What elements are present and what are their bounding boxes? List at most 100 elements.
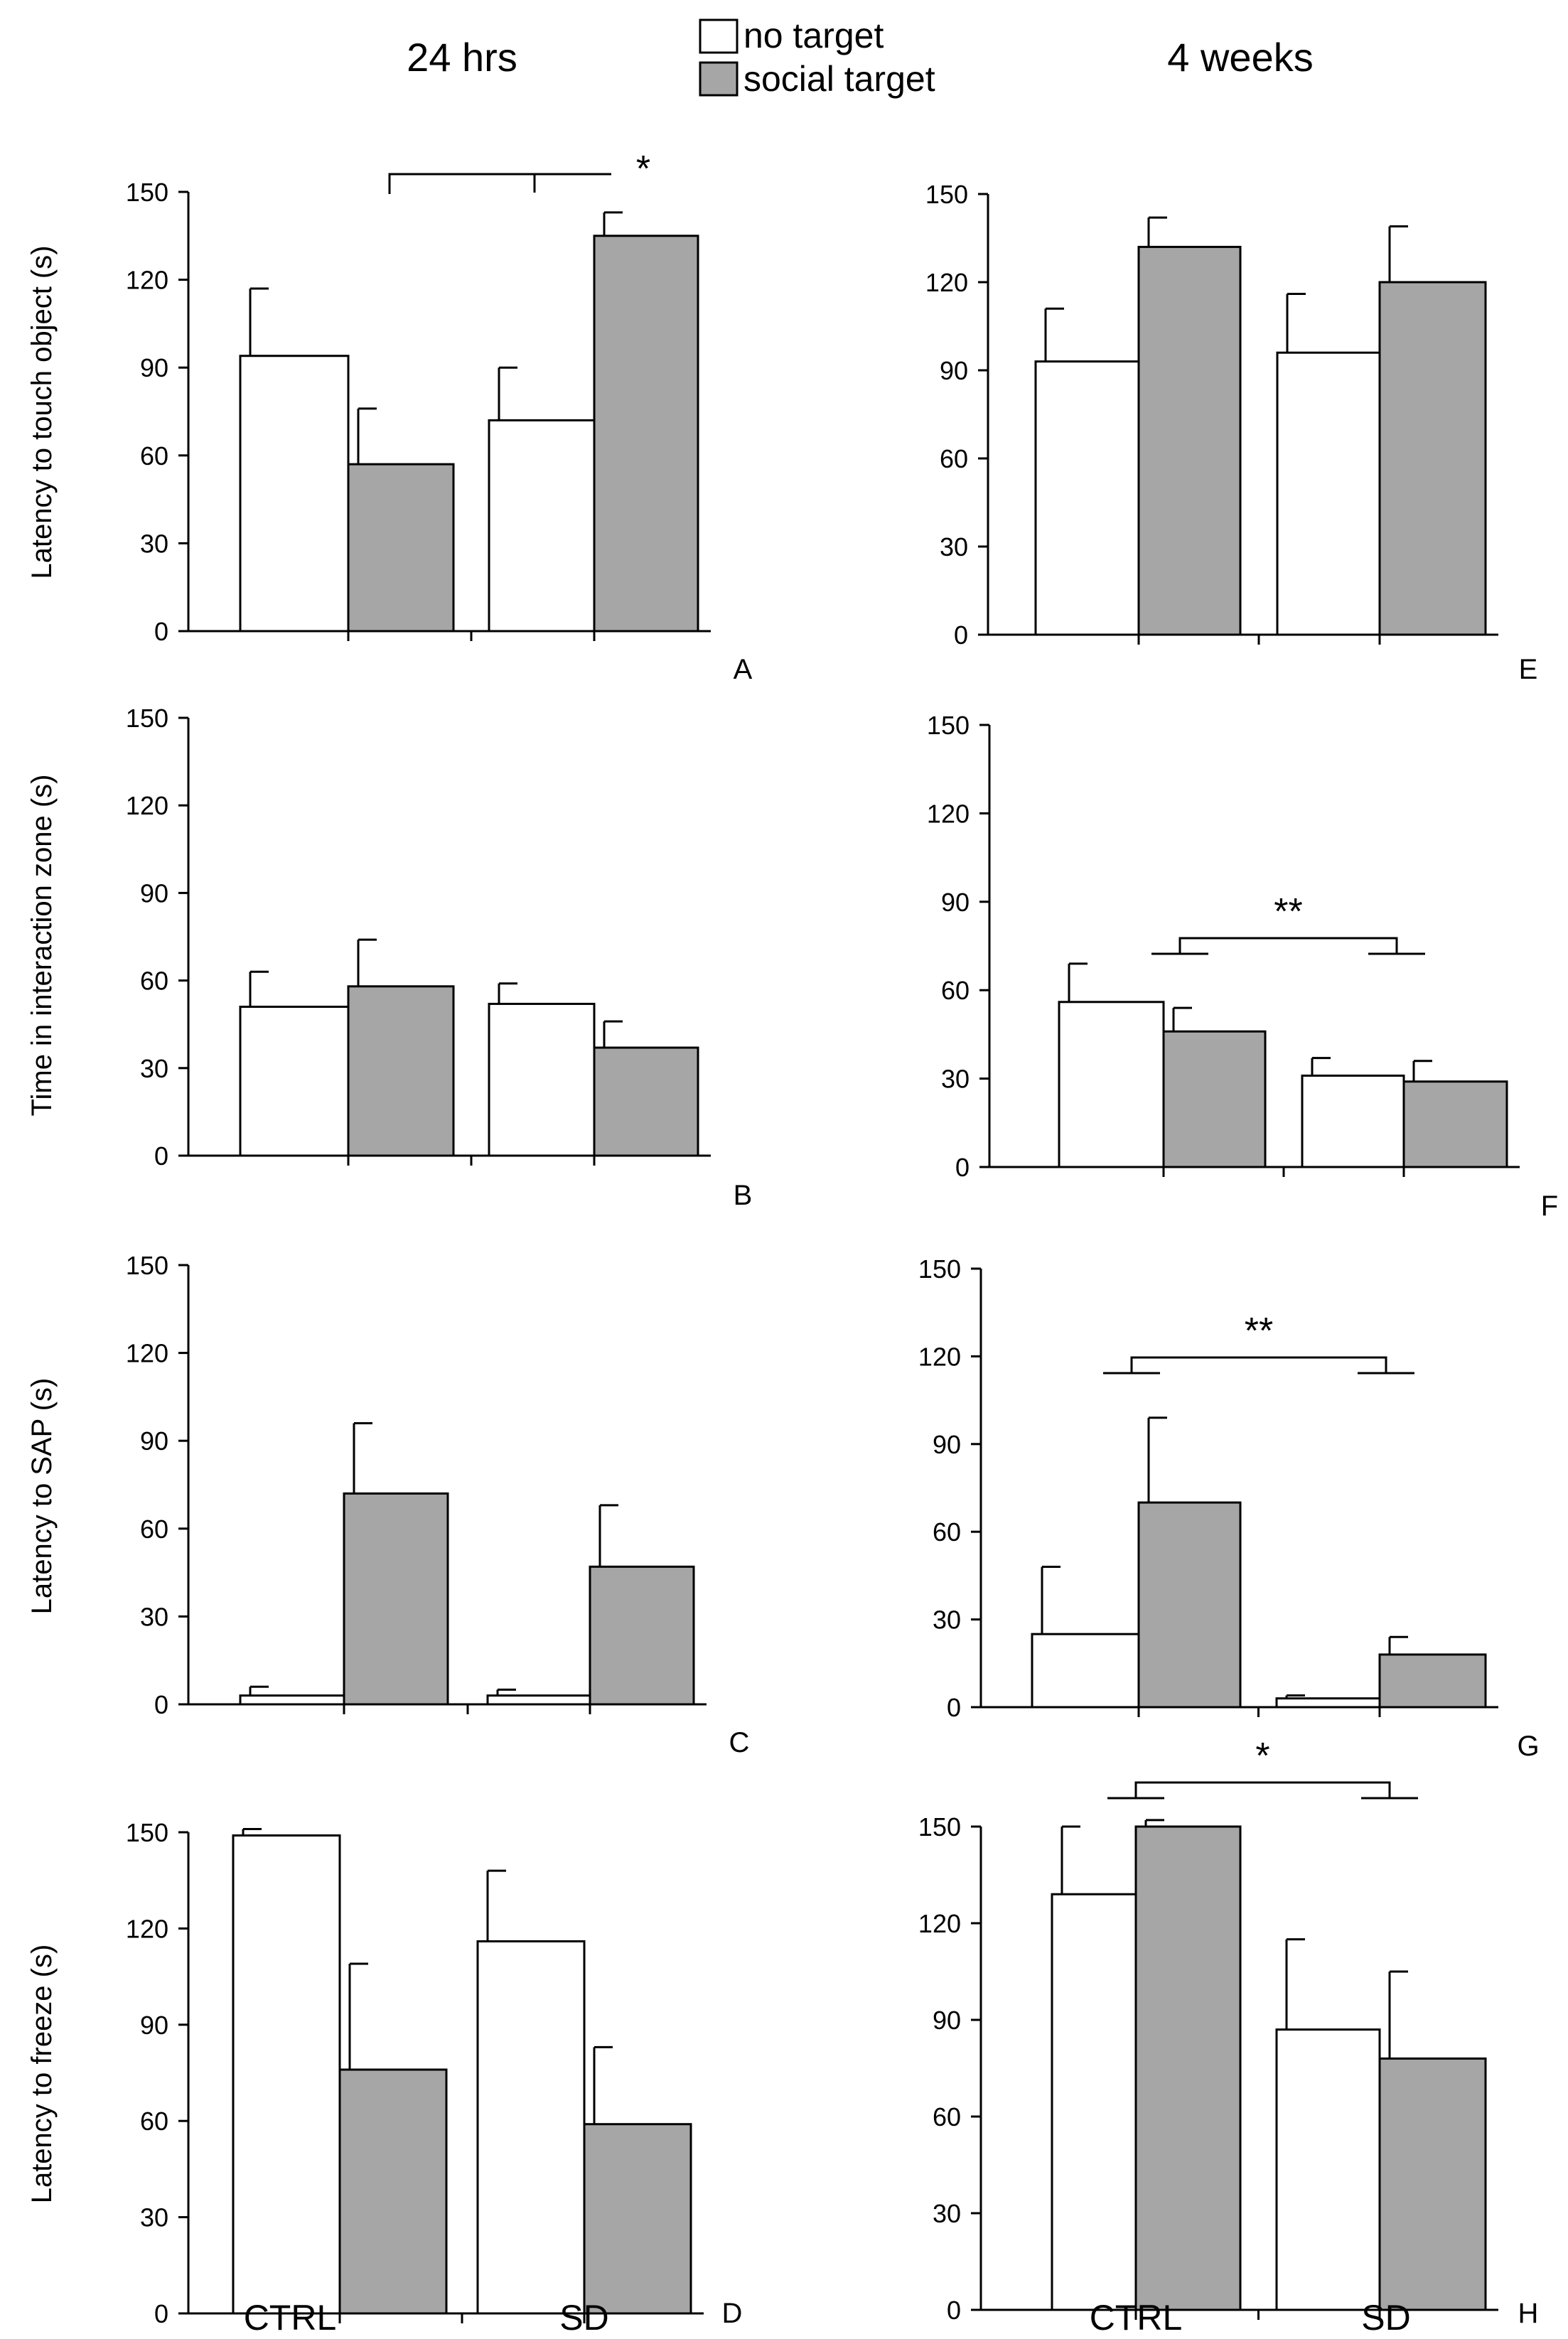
panel-label-C: C (729, 1727, 750, 1758)
legend-label-no-target: no target (743, 16, 884, 55)
bar-H-sd-social-target (1378, 2057, 1487, 2311)
y-tick-label-H-5: 150 (918, 1812, 961, 1841)
sig-bracket-F (1178, 937, 1398, 954)
y-tick-label-D-1: 30 (140, 2203, 168, 2232)
bar-F-sd-no-target (1301, 1074, 1405, 1168)
sig-star-G: ** (1245, 1311, 1273, 1352)
y-tick-label-E-3: 90 (940, 356, 968, 385)
y-tick-label-B-1: 30 (140, 1054, 168, 1083)
bar-B-ctrl-social-target (347, 985, 455, 1157)
y-tick-label-C-0: 0 (154, 1690, 168, 1719)
y-tick-label-A-2: 60 (140, 441, 168, 471)
bar-H-ctrl-no-target (1051, 1893, 1137, 2311)
bar-A-ctrl-social-target (347, 463, 455, 633)
legend: no target social target (699, 16, 935, 99)
y-tick-label-D-3: 90 (140, 2011, 168, 2040)
y-tick-label-E-1: 30 (940, 532, 968, 561)
bar-G-sd-social-target (1378, 1653, 1487, 1709)
bar-B-sd-no-target (488, 1002, 596, 1157)
y-axis-label-A: Latency to touch object (s) (26, 245, 58, 579)
bar-D-ctrl-no-target (232, 1834, 341, 2315)
bar-E-ctrl-social-target (1137, 245, 1242, 636)
bar-D-sd-no-target (476, 1940, 586, 2315)
bar-F-ctrl-no-target (1058, 1001, 1165, 1168)
panel-label-F: F (1541, 1190, 1558, 1222)
y-tick-label-B-2: 60 (140, 967, 168, 996)
y-tick-label-C-3: 90 (140, 1426, 168, 1456)
panel-label-D: D (722, 2298, 743, 2329)
bar-D-ctrl-social-target (338, 2068, 448, 2315)
bar-C-sd-no-target (486, 1694, 591, 1706)
sig-bracket-A (388, 173, 611, 194)
bar-E-sd-no-target (1276, 351, 1381, 636)
panel-D: 0 30 60 90 120 150 Latency to freeze (s) D (26, 1818, 742, 2329)
bar-A-sd-social-target (593, 235, 699, 633)
panel-F: 0 30 60 90 120 150 F ** (927, 711, 1558, 1222)
bar-B-sd-social-target (593, 1046, 699, 1157)
y-tick-label-G-0: 0 (947, 1693, 961, 1722)
y-tick-label-G-2: 60 (933, 1517, 961, 1547)
bar-E-sd-social-target (1378, 281, 1487, 636)
y-tick-label-H-4: 120 (918, 1909, 961, 1938)
y-tick-label-A-1: 30 (140, 529, 168, 558)
panel-C: 0 30 60 90 120 150 Latency to SAP (s) C (26, 1251, 749, 1758)
sig-star-H: * (1255, 1736, 1269, 1777)
sig-star-F: ** (1274, 891, 1302, 932)
panels: 0 30 60 90 120 150 Latency to touch object (s)… (26, 149, 1558, 2329)
y-tick-label-F-0: 0 (955, 1153, 970, 1182)
y-axis-label-B: Time in interaction zone (s) (26, 775, 58, 1117)
y-tick-label-C-4: 120 (126, 1339, 168, 1368)
group-label-sd-right: SD (1361, 2298, 1410, 2338)
y-tick-label-F-2: 60 (941, 976, 970, 1005)
legend-swatch-no-target (699, 18, 739, 54)
bar-C-ctrl-no-target (239, 1694, 345, 1706)
legend-label-social-target: social target (743, 59, 935, 99)
y-tick-label-D-5: 150 (126, 1818, 168, 1847)
bar-G-sd-no-target (1275, 1697, 1381, 1709)
y-tick-label-D-4: 120 (126, 1914, 168, 1943)
group-label-sd-left: SD (559, 2298, 608, 2338)
bar-F-ctrl-social-target (1162, 1030, 1267, 1168)
y-tick-label-G-4: 120 (918, 1342, 961, 1371)
group-label-ctrl-left: CTRL (244, 2298, 337, 2338)
legend-swatch-social-target (699, 61, 739, 97)
bar-H-ctrl-social-target (1134, 1825, 1242, 2311)
panel-label-H: H (1518, 2298, 1539, 2329)
y-tick-label-G-3: 90 (933, 1430, 961, 1459)
y-tick-label-F-4: 120 (927, 799, 970, 828)
y-tick-label-B-3: 90 (140, 878, 168, 908)
y-tick-label-A-4: 120 (126, 266, 168, 295)
bar-F-sd-social-target (1402, 1080, 1508, 1168)
panel-B: 0 30 60 90 120 150 Time in interaction zone (s… (26, 704, 752, 1211)
y-tick-label-D-0: 0 (154, 2299, 168, 2328)
panel-E: 0 30 60 90 120 150 E (925, 180, 1537, 685)
sig-bracket-H (1134, 1781, 1391, 1798)
column-header-left: 24 hrs (407, 35, 517, 80)
y-tick-label-B-4: 120 (126, 791, 168, 820)
y-tick-label-B-5: 150 (126, 704, 168, 733)
bar-A-ctrl-no-target (239, 355, 350, 633)
y-tick-label-A-0: 0 (154, 617, 168, 646)
y-tick-label-A-5: 150 (126, 178, 168, 207)
y-tick-label-C-2: 60 (140, 1515, 168, 1544)
bar-H-sd-no-target (1275, 2028, 1381, 2311)
panel-label-A: A (734, 654, 753, 685)
y-tick-label-G-1: 30 (933, 1606, 961, 1635)
panel-label-G: G (1517, 1731, 1539, 1762)
panel-label-B: B (734, 1180, 753, 1211)
bar-D-sd-social-target (583, 2123, 692, 2315)
y-tick-label-B-0: 0 (154, 1141, 168, 1171)
y-tick-label-H-3: 90 (933, 2006, 961, 2035)
y-tick-label-H-2: 60 (933, 2102, 961, 2131)
bar-E-ctrl-no-target (1034, 360, 1140, 636)
y-tick-label-G-5: 150 (918, 1254, 961, 1284)
bar-C-ctrl-social-target (343, 1492, 449, 1706)
y-tick-label-C-5: 150 (126, 1251, 168, 1280)
y-tick-label-H-1: 30 (933, 2199, 961, 2228)
y-tick-label-D-2: 60 (140, 2107, 168, 2136)
y-tick-label-C-1: 30 (140, 1602, 168, 1631)
bar-A-sd-no-target (488, 419, 596, 633)
sig-star-A: * (636, 149, 650, 190)
sig-bracket-G (1130, 1356, 1387, 1373)
